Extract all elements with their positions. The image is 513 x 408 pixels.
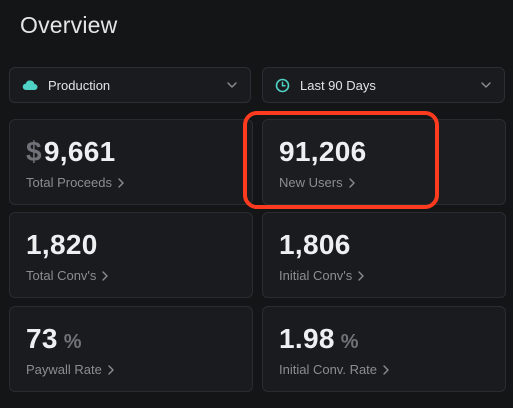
currency-prefix: $ [26,136,42,167]
metric-card-new-users[interactable]: 91,206 New Users [262,119,506,205]
chevron-right-icon [383,364,389,375]
metric-card-initial-conv-rate[interactable]: 1.98 % Initial Conv. Rate [262,306,506,392]
metric-card-total-convs[interactable]: 1,820 Total Conv's [9,212,253,298]
clock-icon [275,78,290,93]
metric-number: 9,661 [43,136,116,167]
date-range-select[interactable]: Last 90 Days [262,67,505,103]
metric-number: 91,206 [279,136,367,167]
chevron-down-icon [480,79,492,91]
metric-value: $ 9,661 [26,136,115,168]
chevron-right-icon [102,270,109,281]
metric-label[interactable]: Initial Conv. Rate [279,362,389,377]
metric-value: 1.98 % [279,323,359,355]
metric-card-total-proceeds[interactable]: $ 9,661 Total Proceeds [9,119,253,205]
metric-number: 73 [26,323,58,354]
metric-label[interactable]: New Users [279,175,355,190]
chevron-right-icon [118,177,124,188]
environment-select-label: Production [48,77,111,93]
percent-suffix: % [340,331,359,353]
metric-label-text: New Users [279,175,343,190]
metric-label-text: Initial Conv. Rate [279,362,378,377]
environment-select[interactable]: Production [9,67,251,103]
metric-value: 1,820 [26,229,98,261]
percent-suffix: % [63,331,82,353]
date-range-select-label: Last 90 Days [300,77,376,93]
metric-number: 1,806 [279,229,351,260]
metric-label-text: Paywall Rate [26,362,102,377]
metric-value: 73 % [26,323,82,355]
metric-value: 1,806 [279,229,351,261]
chevron-right-icon [348,177,355,188]
metric-card-initial-convs[interactable]: 1,806 Initial Conv's [262,212,506,298]
page-title: Overview [20,12,118,38]
metric-label-text: Total Conv's [26,268,97,283]
metric-label[interactable]: Paywall Rate [26,362,114,377]
metric-number: 1.98 [279,323,335,354]
metric-label[interactable]: Initial Conv's [279,268,364,283]
chevron-down-icon [226,79,238,91]
metric-number: 1,820 [26,229,98,260]
metric-label[interactable]: Total Conv's [26,268,109,283]
metric-label[interactable]: Total Proceeds [26,175,124,190]
metric-card-paywall-rate[interactable]: 73 % Paywall Rate [9,306,253,392]
chevron-right-icon [358,270,364,281]
metric-label-text: Total Proceeds [26,175,112,190]
metric-value: 91,206 [279,136,366,168]
cloud-icon [22,79,38,91]
metric-label-text: Initial Conv's [279,268,353,283]
chevron-right-icon [108,364,114,375]
